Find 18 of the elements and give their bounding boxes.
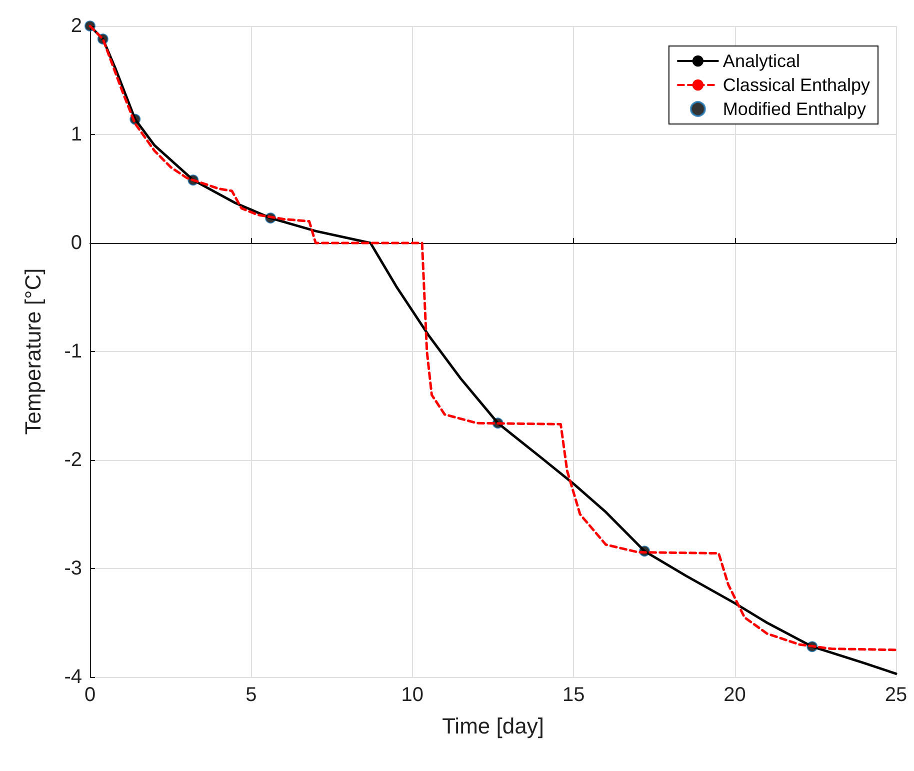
y-axis-title: Temperature [°C] xyxy=(20,268,46,435)
x-tick-label: 10 xyxy=(401,684,424,706)
y-tick-label: -2 xyxy=(64,449,82,471)
x-tick-label: 15 xyxy=(562,684,585,706)
x-tick-label: 0 xyxy=(84,684,96,706)
legend-label: Analytical xyxy=(722,51,800,71)
x-tick-label: 5 xyxy=(246,684,257,706)
x-tick-label: 20 xyxy=(724,684,746,706)
legend-label: Classical Enthalpy xyxy=(722,75,870,95)
x-axis-title: Time [day] xyxy=(442,714,544,738)
y-tick-label: -3 xyxy=(64,558,82,580)
y-tick-label: 1 xyxy=(70,124,82,146)
y-tick-label: 2 xyxy=(70,15,82,37)
y-tick-label: 0 xyxy=(70,232,82,254)
x-tick-label: 25 xyxy=(884,684,908,706)
y-tick-label: -4 xyxy=(64,666,82,688)
legend-label: Modified Enthalpy xyxy=(722,99,866,119)
y-tick-label: -1 xyxy=(64,340,82,362)
